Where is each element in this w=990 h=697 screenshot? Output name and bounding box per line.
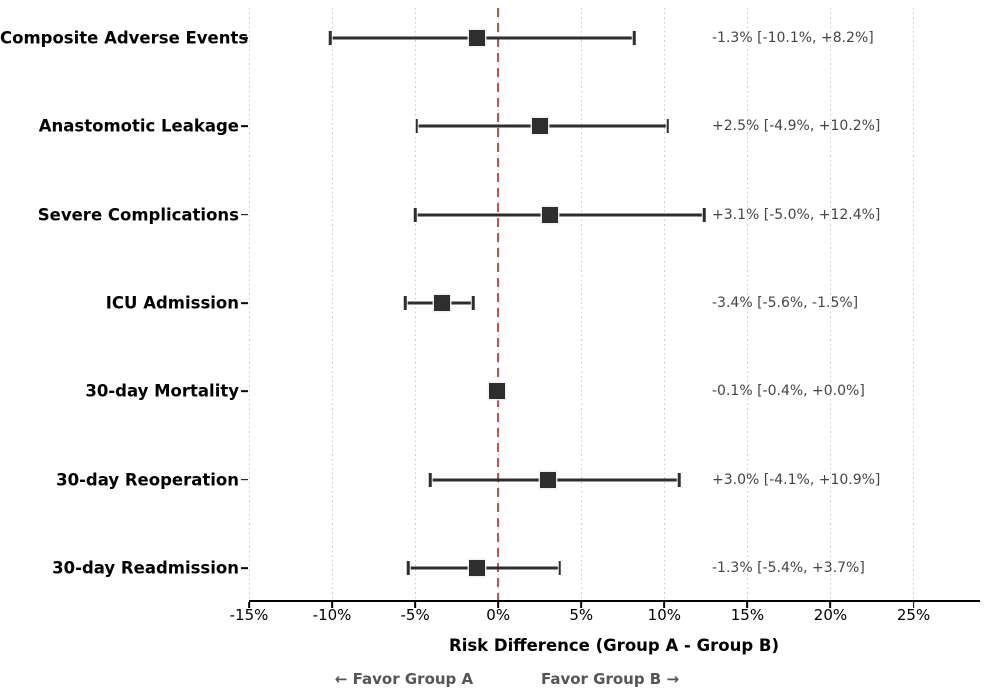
gridline <box>331 8 333 600</box>
x-axis-tick-label: 25% <box>896 606 931 624</box>
category-label: ICU Admission <box>105 293 239 313</box>
category-label: 30-day Reoperation <box>56 470 239 490</box>
point-estimate-marker <box>531 118 548 135</box>
ci-lower-cap <box>403 295 407 310</box>
gridline <box>829 8 831 600</box>
gridline <box>746 8 748 600</box>
y-axis-tick <box>241 125 248 128</box>
point-estimate-marker <box>433 294 450 311</box>
x-axis-tick <box>829 601 832 609</box>
category-label: Anastomotic Leakage <box>38 116 239 136</box>
gridline <box>663 8 665 600</box>
ci-upper-cap <box>678 472 681 487</box>
estimate-annotation: -0.1% [-0.4%, +0.0%] <box>712 383 865 400</box>
y-axis-tick <box>241 213 248 216</box>
gridline <box>580 8 582 600</box>
estimate-annotation: -1.3% [-10.1%, +8.2%] <box>712 30 874 46</box>
x-axis-tick-label: -10% <box>312 606 352 624</box>
x-axis-tick-label: -15% <box>229 606 269 624</box>
ci-upper-cap <box>702 207 706 222</box>
x-axis-tick-label: 20% <box>813 606 848 624</box>
x-axis-tick <box>912 601 915 609</box>
zero-reference-line <box>496 8 500 600</box>
x-axis-tick-label: -5% <box>400 606 430 624</box>
y-axis-tick <box>241 478 248 481</box>
y-axis-tick <box>241 390 248 393</box>
ci-lower-cap <box>415 119 419 134</box>
ci-lower-cap <box>329 31 332 45</box>
x-axis-title: Risk Difference (Group A - Group B) <box>449 636 779 655</box>
x-axis-tick <box>248 601 250 609</box>
category-label: 30-day Mortality <box>85 381 239 401</box>
plot-area: -1.3% [-10.1%, +8.2%] +2.5% [-4.9%, +10.2… <box>248 8 980 600</box>
ci-upper-cap <box>633 31 636 45</box>
point-estimate-marker <box>468 30 485 46</box>
estimate-annotation: +3.1% [-5.0%, +12.4%] <box>712 206 881 223</box>
point-estimate-marker <box>468 559 485 576</box>
point-estimate-marker <box>488 383 505 400</box>
x-axis-tick <box>746 601 749 609</box>
x-axis-tick <box>497 601 500 609</box>
x-axis-tick-label: 0% <box>486 606 511 624</box>
y-axis-tick <box>241 37 248 39</box>
estimate-annotation: +3.0% [-4.1%, +10.9%] <box>712 471 881 488</box>
point-estimate-marker <box>540 471 557 488</box>
point-estimate-marker <box>541 206 558 223</box>
ci-upper-cap <box>472 295 475 310</box>
x-axis-tick-label: 5% <box>569 606 594 624</box>
estimate-annotation: -3.4% [-5.6%, -1.5%] <box>712 294 859 311</box>
x-axis-tick <box>580 601 583 609</box>
category-label: Composite Adverse Events <box>0 28 249 48</box>
x-axis-tick <box>414 601 416 609</box>
gridline <box>248 8 250 600</box>
x-axis-tick-label: 10% <box>647 606 681 624</box>
confidence-interval-bar <box>415 213 705 217</box>
ci-lower-cap <box>413 207 417 222</box>
x-axis-tick <box>663 601 666 609</box>
category-label: Severe Complications <box>37 205 239 225</box>
favor-group-a-label: ← Favor Group A <box>334 670 474 688</box>
favor-group-b-label: Favor Group B → <box>540 670 680 688</box>
ci-upper-cap <box>558 560 561 575</box>
y-axis-tick <box>241 302 248 304</box>
gridline <box>913 8 915 600</box>
estimate-annotation: +2.5% [-4.9%, +10.2%] <box>712 118 881 135</box>
category-label: 30-day Readmission <box>52 558 239 578</box>
ci-lower-cap <box>407 560 410 575</box>
estimate-annotation: -1.3% [-5.4%, +3.7%] <box>712 559 865 576</box>
x-axis-tick-label: 15% <box>730 606 765 624</box>
x-axis-tick <box>331 601 333 609</box>
y-axis-tick <box>241 567 248 569</box>
x-axis-spine <box>249 600 980 602</box>
ci-lower-cap <box>428 472 432 487</box>
ci-upper-cap <box>666 119 669 134</box>
